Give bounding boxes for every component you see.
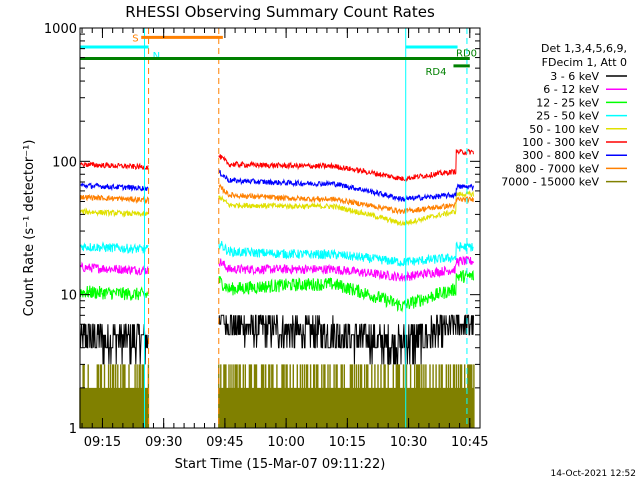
- legend-label-0: 3 - 6 keV: [550, 70, 599, 83]
- series-line-2-segment-0: [79, 285, 149, 301]
- series-line-7-segment-0: [79, 193, 149, 205]
- series-line-5-segment-1: [218, 148, 474, 183]
- series-line-1-segment-0: [79, 261, 149, 276]
- x-tick-label-3: 10:00: [267, 435, 304, 450]
- render-timestamp: 14-Oct-2021 12:52: [551, 469, 636, 479]
- x-tick-label-1: 09:30: [145, 435, 182, 450]
- flag-label-rd0-3: RD0: [456, 49, 477, 60]
- x-tick-label-5: 10:30: [390, 435, 427, 450]
- legend-header-line-2: FDecim 1, Att 0: [542, 56, 627, 69]
- y-tick-label-3: 1000: [44, 22, 77, 37]
- x-axis-label: Start Time (15-Mar-07 09:11:22): [175, 457, 386, 472]
- series-line-6-segment-1: [218, 169, 474, 203]
- flag-label-rd4-4: RD4: [425, 67, 446, 78]
- x-tick-label-4: 10:15: [329, 435, 366, 450]
- y-axis-label: Count Rate (s⁻¹ detector⁻¹): [22, 140, 37, 317]
- legend-label-5: 100 - 300 keV: [522, 136, 599, 149]
- legend-label-1: 6 - 12 keV: [543, 83, 599, 96]
- y-tick-label-2: 100: [52, 155, 77, 170]
- series-line-5-segment-0: [79, 161, 149, 171]
- legend-label-3: 25 - 50 keV: [536, 110, 599, 123]
- y-axis: 1 10 100 1000: [44, 22, 480, 437]
- series-line-7-segment-1: [218, 183, 474, 215]
- legend-label-6: 300 - 800 keV: [522, 149, 599, 162]
- chart-title: RHESSI Observing Summary Count Rates: [125, 3, 435, 21]
- series-line-2-segment-1: [218, 269, 474, 313]
- x-tick-label-0: 09:15: [84, 435, 121, 450]
- y-tick-label-1: 10: [60, 289, 77, 304]
- x-tick-label-6: 10:45: [451, 435, 488, 450]
- x-tick-label-2: 09:45: [206, 435, 243, 450]
- series-line-6-segment-0: [79, 182, 149, 192]
- series-line-0-segment-0: [79, 323, 149, 365]
- flag-label-s-0: S: [132, 33, 138, 44]
- flag-label-n-1: N: [153, 51, 160, 62]
- legend-label-8: 7000 - 15000 keV: [501, 176, 599, 189]
- series-line-4-segment-0: [79, 207, 149, 218]
- series-line-4-segment-1: [218, 190, 474, 227]
- y-tick-label-0: 1: [69, 422, 77, 437]
- legend: Det 1,3,4,5,6,9, FDecim 1, Att 0 3 - 6 k…: [501, 42, 627, 189]
- plot-area: S N RD0 RD4: [79, 28, 477, 428]
- legend-label-2: 12 - 25 keV: [536, 96, 599, 109]
- legend-label-4: 50 - 100 keV: [529, 123, 599, 136]
- series-line-0-segment-1: [218, 314, 474, 365]
- series-line-3-segment-0: [79, 241, 149, 254]
- series-band-7000-15000-segment-1: [218, 364, 475, 428]
- legend-header-line-1: Det 1,3,4,5,6,9,: [541, 42, 627, 55]
- legend-label-7: 800 - 7000 keV: [515, 162, 599, 175]
- x-axis: 09:15 09:30 09:45 10:00 10:15 10:30 10:45: [81, 28, 489, 450]
- plot-frame: [79, 27, 481, 429]
- series-line-1-segment-1: [218, 255, 474, 283]
- series-line-3-segment-1: [218, 240, 474, 267]
